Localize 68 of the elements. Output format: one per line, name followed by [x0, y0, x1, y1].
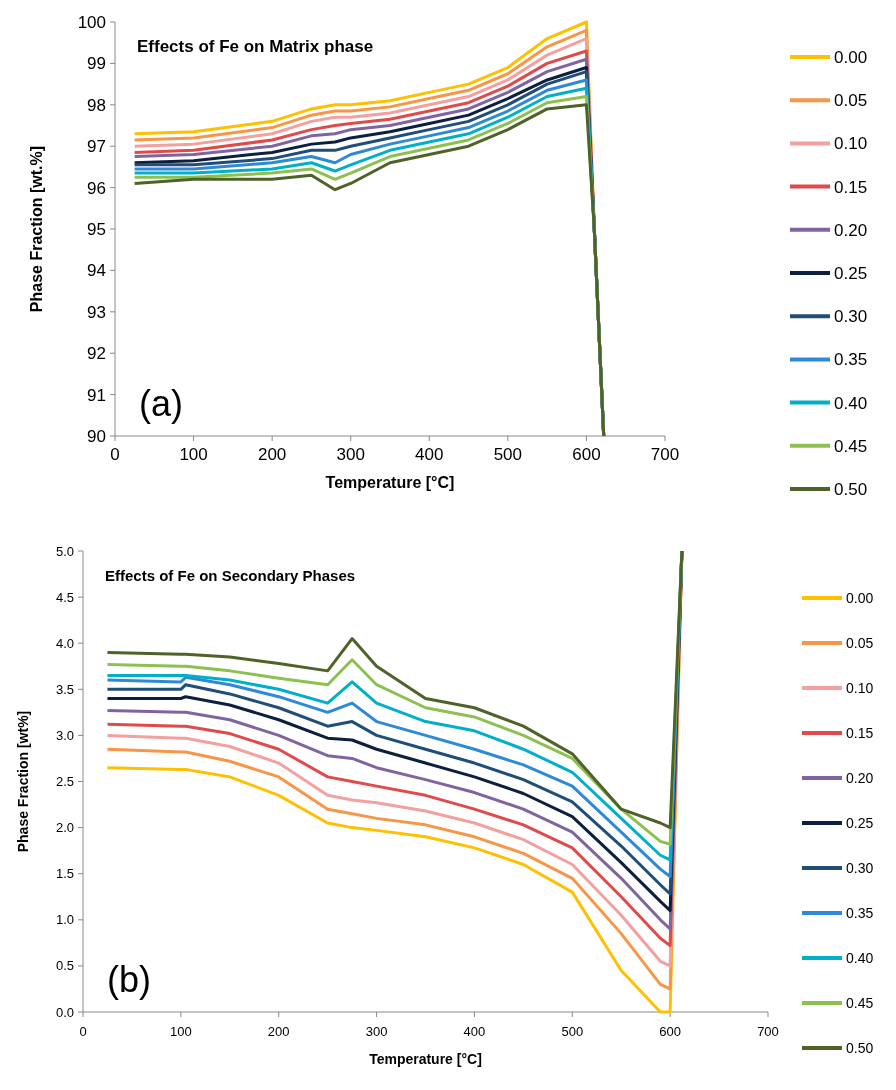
y-tick-label: 2.0 — [55, 820, 74, 836]
y-tick-label: 3.5 — [55, 681, 74, 697]
x-tick-label: 400 — [415, 445, 444, 464]
x-tick-label: 0 — [79, 1024, 87, 1039]
legend-label: 0.50 — [846, 1039, 874, 1056]
legend-label: 0.25 — [834, 263, 868, 283]
annotation: (a) — [139, 383, 183, 424]
x-tick-label: 0 — [110, 445, 120, 464]
legend-label: 0.10 — [846, 679, 874, 696]
legend-label: 0.20 — [846, 769, 874, 786]
legend-label: 0.35 — [846, 904, 874, 921]
x-tick-label: 200 — [257, 445, 287, 464]
y-tick-label: 92 — [87, 344, 106, 364]
y-tick-label: 1.5 — [55, 866, 74, 882]
y-tick-label: 3.0 — [55, 727, 74, 743]
legend-label: 0.00 — [834, 47, 868, 67]
y-axis-title: Phase Fraction [wt.%] — [28, 145, 45, 313]
legend-label: 0.05 — [834, 91, 868, 111]
y-tick-label: 99 — [87, 54, 106, 74]
y-axis-title: Phase Fraction [wt%] — [15, 710, 31, 853]
y-tick-label: 94 — [87, 261, 106, 281]
legend-label: 0.45 — [846, 994, 874, 1011]
y-tick-label: 91 — [87, 385, 106, 405]
x-tick-label: 100 — [179, 445, 208, 464]
y-tick-label: 5.0 — [55, 543, 74, 559]
y-tick-label: 97 — [87, 137, 106, 157]
y-tick-label: 93 — [87, 302, 106, 322]
x-tick-label: 700 — [757, 1024, 779, 1039]
legend-label: 0.15 — [834, 177, 868, 197]
legend-label: 0.45 — [834, 436, 868, 456]
legend-label: 0.05 — [846, 634, 874, 651]
y-tick-label: 90 — [87, 426, 106, 446]
x-tick-label: 100 — [170, 1024, 192, 1039]
legend-label: 0.00 — [846, 589, 874, 606]
legend-label: 0.10 — [834, 134, 868, 154]
legend-label: 0.50 — [834, 479, 868, 499]
y-tick-label: 95 — [87, 219, 106, 239]
y-tick-label: 0.5 — [55, 958, 74, 974]
y-tick-label: 1.0 — [55, 912, 74, 928]
x-tick-label: 600 — [572, 445, 601, 464]
x-tick-label: 400 — [463, 1024, 486, 1039]
legend-label: 0.40 — [834, 393, 868, 413]
legend-label: 0.40 — [846, 949, 874, 966]
legend-label: 0.25 — [846, 814, 874, 831]
legend-label: 0.30 — [846, 859, 874, 876]
x-tick-label: 200 — [267, 1024, 290, 1039]
x-tick-label: 500 — [493, 445, 523, 464]
y-tick-label: 0.0 — [55, 1004, 74, 1020]
y-tick-label: 100 — [77, 12, 106, 32]
text: Effects of Fe on Secondary Phases — [105, 567, 356, 584]
annotation: (b) — [107, 959, 151, 1000]
text: Effects of Fe on Matrix phase — [137, 37, 374, 56]
x-tick-label: 300 — [365, 1024, 388, 1039]
y-tick-label: 98 — [87, 95, 106, 115]
x-tick-label: 600 — [659, 1024, 681, 1039]
x-tick-label: 300 — [336, 445, 365, 464]
x-axis-title: Temperature [°C] — [325, 474, 455, 491]
y-tick-label: 4.5 — [55, 589, 74, 605]
legend-label: 0.35 — [834, 350, 868, 370]
legend-label: 0.20 — [834, 220, 868, 240]
x-axis-title: Temperature [°C] — [369, 1051, 482, 1067]
x-tick-label: 700 — [650, 445, 680, 464]
legend-label: 0.15 — [846, 724, 874, 741]
y-tick-label: 4.0 — [55, 635, 74, 651]
y-tick-label: 96 — [87, 178, 106, 198]
legend-label: 0.30 — [834, 307, 868, 327]
y-tick-label: 2.5 — [55, 774, 74, 790]
x-tick-label: 500 — [561, 1024, 584, 1039]
